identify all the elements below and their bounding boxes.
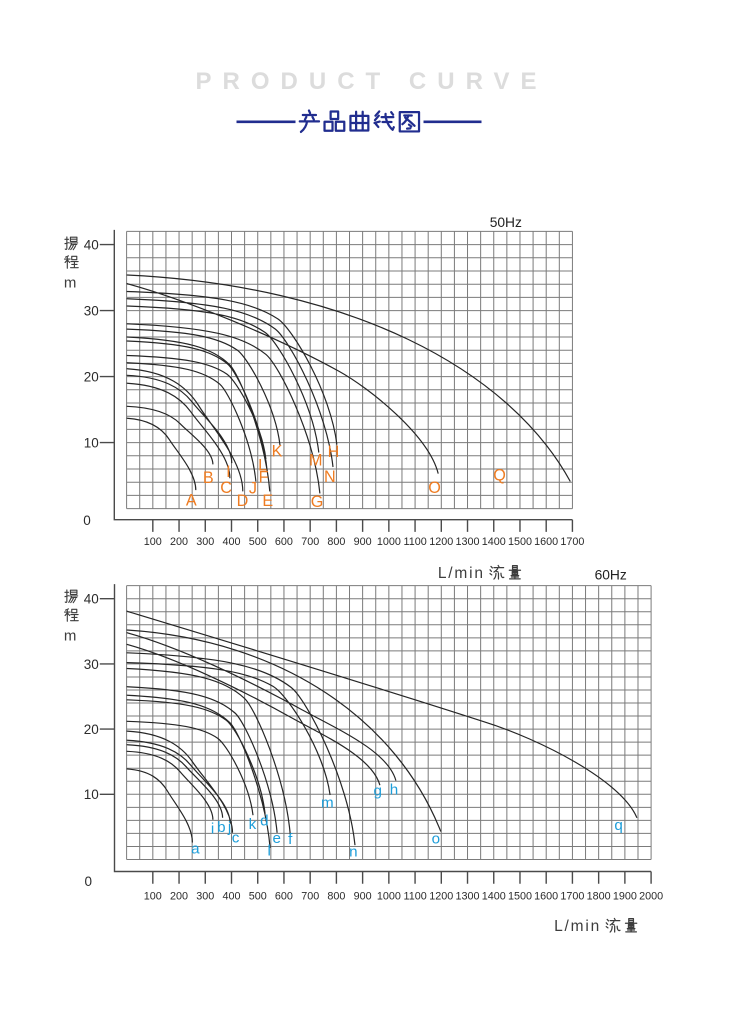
svg-text:f: f: [288, 831, 293, 848]
svg-text:1800: 1800: [587, 890, 611, 902]
svg-text:60Hz: 60Hz: [595, 568, 627, 583]
svg-text:L/min: L/min: [554, 918, 601, 935]
svg-text:600: 600: [275, 536, 293, 548]
svg-text:400: 400: [222, 890, 240, 902]
svg-text:1300: 1300: [455, 890, 479, 902]
svg-text:1300: 1300: [455, 536, 479, 548]
svg-text:Q: Q: [493, 466, 506, 484]
svg-text:100: 100: [144, 536, 162, 548]
svg-text:1400: 1400: [482, 536, 506, 548]
svg-text:o: o: [432, 830, 440, 847]
svg-text:C: C: [220, 479, 232, 497]
svg-text:F: F: [259, 469, 269, 487]
svg-text:1000: 1000: [377, 890, 401, 902]
svg-text:PRODUCT CURVE: PRODUCT CURVE: [196, 68, 537, 95]
svg-text:300: 300: [196, 536, 214, 548]
svg-text:1200: 1200: [429, 890, 453, 902]
svg-text:M: M: [309, 451, 322, 469]
svg-text:400: 400: [222, 536, 240, 548]
svg-text:D: D: [237, 492, 249, 510]
svg-text:1100: 1100: [403, 536, 426, 548]
svg-text:I: I: [226, 463, 231, 481]
svg-text:100: 100: [144, 890, 162, 902]
svg-text:O: O: [428, 479, 441, 497]
svg-text:50Hz: 50Hz: [490, 215, 522, 230]
svg-text:m: m: [64, 274, 77, 291]
svg-text:10: 10: [84, 787, 99, 802]
svg-text:A: A: [186, 492, 197, 510]
svg-text:a: a: [191, 840, 200, 857]
svg-text:1600: 1600: [534, 890, 558, 902]
svg-text:40: 40: [84, 592, 99, 607]
svg-text:200: 200: [170, 890, 188, 902]
svg-text:20: 20: [84, 722, 99, 737]
svg-text:1000: 1000: [377, 536, 401, 548]
svg-text:m: m: [64, 627, 77, 644]
svg-text:h: h: [390, 781, 398, 798]
svg-text:1200: 1200: [429, 536, 453, 548]
svg-text:n: n: [349, 843, 357, 860]
svg-text:d: d: [260, 813, 268, 830]
svg-text:0: 0: [85, 874, 93, 889]
svg-text:500: 500: [249, 536, 267, 548]
svg-text:G: G: [311, 493, 324, 511]
svg-text:e: e: [272, 830, 280, 847]
svg-text:900: 900: [354, 536, 372, 548]
svg-text:200: 200: [170, 536, 188, 548]
svg-text:N: N: [324, 468, 336, 486]
svg-text:30: 30: [84, 657, 99, 672]
svg-text:1100: 1100: [403, 890, 426, 902]
svg-text:q: q: [614, 817, 622, 834]
svg-text:10: 10: [84, 436, 99, 451]
svg-text:1500: 1500: [508, 890, 532, 902]
svg-text:L: L: [258, 457, 267, 475]
svg-text:30: 30: [84, 304, 99, 319]
svg-text:l: l: [268, 843, 271, 860]
svg-text:40: 40: [84, 238, 99, 253]
svg-text:c: c: [232, 830, 240, 847]
svg-text:1700: 1700: [560, 890, 584, 902]
svg-text:700: 700: [301, 890, 319, 902]
svg-text:1400: 1400: [482, 890, 506, 902]
svg-text:L/min: L/min: [438, 565, 485, 582]
svg-text:J: J: [249, 479, 257, 497]
svg-text:600: 600: [275, 890, 293, 902]
svg-text:2000: 2000: [639, 890, 663, 902]
svg-text:800: 800: [327, 536, 345, 548]
svg-text:1700: 1700: [560, 536, 584, 548]
svg-text:1600: 1600: [534, 536, 558, 548]
svg-text:B: B: [203, 469, 214, 487]
svg-text:20: 20: [84, 370, 99, 385]
svg-text:m: m: [321, 795, 334, 812]
svg-text:b: b: [217, 819, 225, 836]
svg-text:K: K: [272, 443, 283, 461]
svg-text:300: 300: [196, 890, 214, 902]
svg-text:i: i: [211, 821, 214, 838]
svg-text:500: 500: [249, 890, 267, 902]
svg-text:800: 800: [327, 890, 345, 902]
svg-text:0: 0: [83, 513, 91, 528]
svg-text:700: 700: [301, 536, 319, 548]
svg-text:E: E: [262, 492, 273, 510]
svg-text:j: j: [227, 819, 231, 836]
svg-text:H: H: [328, 443, 340, 461]
svg-text:1900: 1900: [613, 890, 637, 902]
svg-text:1500: 1500: [508, 536, 532, 548]
svg-text:k: k: [249, 816, 257, 833]
svg-text:g: g: [373, 782, 381, 799]
svg-text:900: 900: [354, 890, 372, 902]
